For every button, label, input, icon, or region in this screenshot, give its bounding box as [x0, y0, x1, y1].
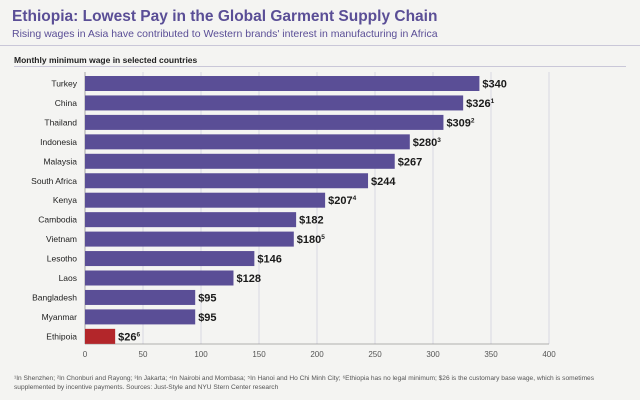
category-label: Indonesia: [40, 137, 77, 147]
bar: [85, 289, 196, 305]
value-label: $95: [198, 312, 216, 324]
value-label: $146: [257, 254, 281, 266]
bar: [85, 270, 234, 286]
value-label: $128: [236, 273, 260, 285]
value-label: $340: [482, 79, 506, 91]
footnote: ¹In Shenzhen; ²In Chonburi and Rayong; ³…: [14, 375, 595, 391]
value-label: $267: [398, 156, 422, 168]
bar: [85, 192, 326, 208]
bar: [85, 328, 116, 344]
value-label: $3092: [446, 117, 474, 129]
footnote-mark: 1: [491, 98, 495, 105]
category-label: South Africa: [31, 176, 77, 186]
x-tick-label: 300: [426, 350, 440, 359]
x-tick-label: 350: [484, 350, 498, 359]
value-label: $182: [299, 215, 323, 227]
x-tick-label: 50: [139, 350, 148, 359]
x-tick-label: 400: [542, 350, 556, 359]
footnote-mark: 6: [137, 331, 141, 338]
bar: [85, 212, 297, 228]
x-tick-label: 200: [310, 350, 324, 359]
bar: [85, 95, 464, 111]
category-label: Thailand: [44, 117, 77, 127]
bar: [85, 251, 255, 267]
category-label: Malaysia: [43, 156, 77, 166]
bar-chart: 0 50 100 150 200 250 300 350 400 Turkey $340 China $…: [31, 72, 556, 359]
category-label: Cambodia: [38, 215, 77, 225]
footnote-mark: 5: [321, 234, 325, 241]
category-label: Turkey: [51, 79, 77, 89]
chart-subtitle: Rising wages in Asia have contributed to…: [12, 28, 438, 40]
value-label: $2074: [328, 195, 356, 207]
bar: [85, 153, 395, 169]
value-label: $3261: [466, 98, 494, 110]
value-label: $2803: [413, 137, 441, 149]
x-tick-label: 250: [368, 350, 382, 359]
bar: [85, 173, 369, 189]
value-label: $244: [371, 176, 396, 188]
category-label: Ethipoia: [46, 331, 77, 341]
category-label: Vietnam: [46, 234, 77, 244]
value-label: $1805: [297, 234, 325, 246]
footnote-mark: 4: [353, 195, 357, 202]
category-label: Kenya: [53, 195, 77, 205]
value-label: $266: [118, 331, 140, 343]
x-tick-label: 0: [83, 350, 88, 359]
category-label: Bangladesh: [32, 292, 77, 302]
footnote-mark: 3: [437, 137, 441, 144]
category-label: Myanmar: [42, 312, 78, 322]
footnote-mark: 2: [471, 117, 475, 124]
divider: [14, 66, 626, 67]
x-tick-label: 150: [252, 350, 266, 359]
value-label: $95: [198, 292, 216, 304]
chart-heading: Monthly minimum wage in selected countri…: [14, 55, 198, 65]
bar: [85, 309, 196, 325]
bar: [85, 114, 444, 130]
category-label: Laos: [59, 273, 77, 283]
category-label: China: [55, 98, 77, 108]
bar: [85, 231, 294, 247]
divider: [0, 45, 640, 46]
category-label: Lesotho: [47, 254, 78, 264]
bar: [85, 134, 410, 150]
x-tick-label: 100: [194, 350, 208, 359]
bar: [85, 76, 480, 91]
chart-title: Ethiopia: Lowest Pay in the Global Garme…: [12, 8, 438, 25]
